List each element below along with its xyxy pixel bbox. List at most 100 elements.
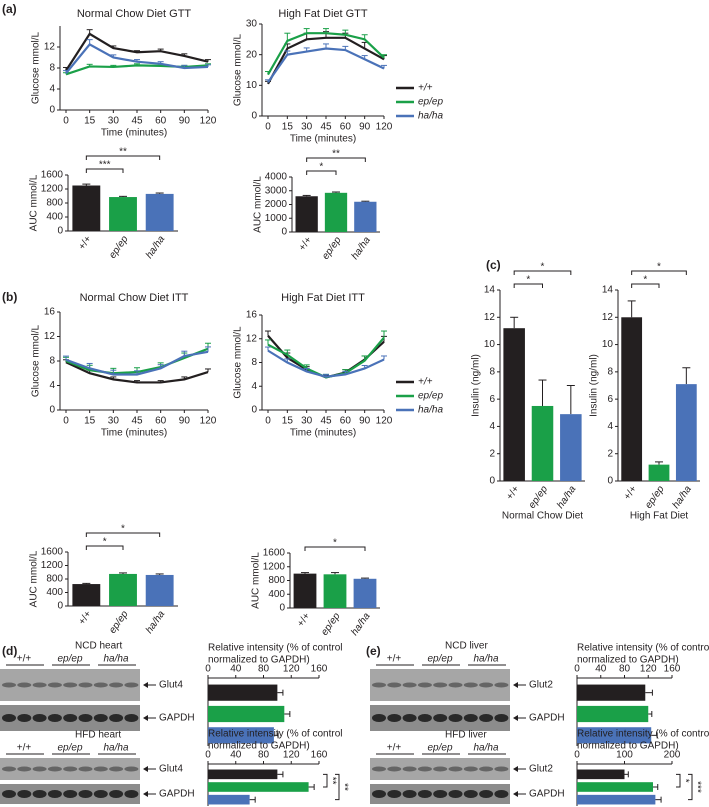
bar — [145, 193, 174, 231]
y-tick-label: 0 — [251, 111, 257, 122]
bar — [323, 574, 347, 608]
x-axis-label: High Fat Diet — [630, 511, 689, 522]
y-tick-label: 1200 — [41, 560, 64, 571]
x-tick-label: 0 — [63, 116, 69, 127]
bar — [208, 727, 274, 744]
chart-title: normalized to GAPDH) — [577, 741, 679, 752]
x-tick-label: 0 — [574, 750, 580, 761]
chart-title: normalized to GAPDH) — [208, 655, 310, 666]
series-line — [65, 42, 209, 74]
chart-title: normalized to GAPDH) — [208, 741, 310, 752]
x-tick-label: 120 — [283, 750, 300, 761]
significance-bracket — [323, 773, 328, 788]
blot-band — [63, 682, 78, 688]
x-tick-label: 120 — [200, 416, 217, 427]
y-tick-label: 8 — [489, 366, 495, 377]
blot-band — [78, 682, 93, 688]
blot-band — [417, 682, 432, 688]
y-tick-label: 8 — [49, 63, 55, 74]
chart-title: High Fat Diet ITT — [281, 292, 365, 304]
y-tick-label: 0 — [279, 603, 285, 614]
blot-band — [47, 790, 62, 798]
significance-label: * — [526, 275, 530, 286]
chart-title: Relative intensity (% of control — [577, 643, 709, 654]
x-tick-label: 160 — [664, 664, 681, 675]
arrow-head — [513, 766, 518, 772]
blot-band — [109, 766, 124, 772]
significance-bracket — [676, 773, 681, 788]
significance-label: * — [333, 538, 337, 549]
blot-band — [124, 790, 139, 798]
bar — [208, 782, 309, 792]
legend-label: ha/ha — [418, 405, 443, 416]
legend-label: +/+ — [418, 377, 433, 388]
bar — [109, 197, 137, 231]
y-tick-label: 16 — [44, 307, 56, 318]
lane-group-label: +/+ — [387, 743, 402, 754]
y-axis-label: Glucose mmol/L — [233, 326, 244, 399]
bar — [109, 573, 137, 606]
series-line — [267, 36, 385, 85]
blot-band — [47, 766, 62, 772]
x-tick-label: 200 — [664, 750, 681, 761]
x-tick-label: 90 — [359, 416, 371, 427]
y-tick-label: 8 — [607, 366, 613, 377]
series-line — [65, 64, 209, 76]
lane-group-label: ha/ha — [473, 654, 498, 665]
lane-group-label: ep/ep — [57, 654, 82, 665]
blot-band — [448, 682, 463, 688]
blot-band — [2, 790, 16, 798]
y-tick-label: 0 — [57, 226, 63, 237]
bar — [295, 196, 318, 232]
band-label: Glut4 — [159, 680, 183, 691]
y-tick-label: 3000 — [265, 185, 288, 196]
x-tick-label: 30 — [301, 122, 313, 133]
x-axis-label: Time (minutes) — [290, 428, 356, 439]
significance-bracket — [335, 773, 340, 801]
x-axis-label: Time (minutes) — [101, 128, 167, 139]
significance-bracket — [85, 168, 124, 173]
x-tick-label: ep/ep — [527, 484, 551, 511]
x-tick-label: 15 — [282, 416, 294, 427]
significance-label: *** — [691, 781, 702, 793]
x-tick-label: ep/ep — [107, 234, 131, 261]
y-axis-label: Glucose mmol/L — [31, 31, 42, 104]
chart-title: Normal Chow Diet GTT — [77, 8, 192, 20]
x-tick-label: 90 — [179, 116, 191, 127]
y-tick-label: 2 — [607, 448, 613, 459]
bar — [577, 684, 646, 701]
legend-label: ep/ep — [418, 97, 443, 108]
blot-band — [17, 714, 32, 722]
chart-title: Relative intensity (% of control — [208, 643, 343, 654]
bar — [531, 405, 554, 481]
panel-label: (d) — [2, 644, 17, 658]
blot-band — [372, 682, 386, 688]
x-tick-label: ha/ha — [144, 609, 168, 636]
blot-band — [2, 682, 16, 688]
blot-band — [93, 714, 108, 722]
panel-label: (c) — [486, 258, 501, 272]
x-tick-label: 15 — [84, 416, 96, 427]
y-tick-label: 800 — [46, 198, 63, 209]
significance-label: * — [541, 262, 545, 273]
x-tick-label: +/+ — [295, 611, 312, 629]
bar — [208, 769, 278, 780]
y-tick-label: 8 — [49, 356, 55, 367]
chart-title: Relative intensity (% of control — [208, 729, 343, 740]
x-tick-label: 120 — [640, 664, 657, 675]
y-tick-label: 14 — [484, 285, 496, 296]
significance-bracket — [688, 773, 693, 801]
blot-band — [17, 766, 32, 772]
bar — [621, 317, 643, 481]
band-label: GAPDH — [159, 789, 195, 800]
y-tick-label: 10 — [602, 339, 614, 350]
blot-band — [93, 766, 108, 772]
y-tick-label: 4 — [607, 421, 613, 432]
band-label: Glut4 — [159, 764, 183, 775]
x-tick-label: 0 — [63, 416, 69, 427]
significance-bracket — [85, 532, 161, 537]
lane-group-label: +/+ — [387, 654, 402, 665]
y-tick-label: 8 — [251, 357, 257, 368]
x-tick-label: 0 — [205, 750, 211, 761]
blot-band — [32, 714, 47, 722]
